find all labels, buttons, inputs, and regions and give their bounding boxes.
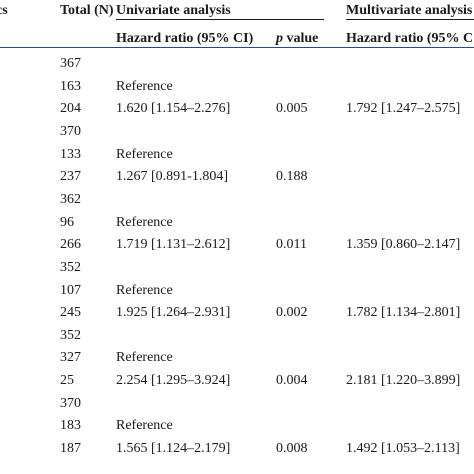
cell-hr-univariate: 1.925 [1.264–2.931]: [116, 305, 231, 320]
header-hr-univariate: Hazard ratio (95% CI): [116, 31, 254, 46]
cell-p-value: 0.011: [276, 237, 307, 252]
header-bottom-rule: [0, 47, 474, 48]
cell-hr-multivariate: 1.359 [0.860–2.147]: [346, 237, 461, 252]
cell-total: 362: [60, 192, 81, 207]
header-p-value: p value: [276, 32, 318, 46]
cell-p-value: 0.005: [276, 101, 308, 116]
cell-hr-univariate: Reference: [116, 283, 173, 298]
cell-hr-univariate: 1.267 [0.891-1.804]: [116, 169, 228, 184]
cell-p-value: 0.004: [276, 373, 308, 388]
header-hr-multivariate: Hazard ratio (95% C: [346, 31, 474, 46]
cell-total: 133: [60, 147, 81, 162]
cell-hr-univariate: Reference: [116, 147, 173, 162]
cell-hr-multivariate: 1.492 [1.053–2.113]: [346, 441, 460, 456]
cell-hr-univariate: 1.719 [1.131–2.612]: [116, 237, 231, 252]
header-total: Total (N): [60, 3, 114, 18]
cell-total: 352: [60, 328, 81, 343]
cell-total: 370: [60, 124, 81, 139]
cell-hr-multivariate: 1.782 [1.134–2.801]: [346, 305, 461, 320]
p-letter: p: [276, 31, 283, 46]
cell-total: 367: [60, 56, 81, 71]
cell-total: 187: [60, 441, 81, 456]
p-rest: value: [283, 31, 319, 46]
cell-total: 163: [60, 79, 81, 94]
cell-p-value: 0.188: [276, 169, 308, 184]
cell-p-value: 0.002: [276, 305, 308, 320]
cell-hr-multivariate: 1.792 [1.247–2.575]: [346, 101, 461, 116]
cell-total: 352: [60, 260, 81, 275]
cell-hr-univariate: 1.620 [1.154–2.276]: [116, 101, 231, 116]
cell-total: 183: [60, 418, 81, 433]
header-multivariate: Multivariate analysis: [346, 3, 473, 18]
cell-total: 266: [60, 237, 81, 252]
cell-total: 96: [60, 215, 74, 230]
header-characteristics: cs: [0, 3, 8, 18]
cell-total: 107: [60, 283, 81, 298]
cell-hr-univariate: Reference: [116, 79, 173, 94]
cell-total: 204: [60, 101, 81, 116]
cell-total: 327: [60, 350, 81, 365]
cell-total: 237: [60, 169, 81, 184]
cell-hr-multivariate: 2.181 [1.220–3.899]: [346, 373, 461, 388]
cell-total: 25: [60, 373, 74, 388]
cell-hr-univariate: Reference: [116, 350, 173, 365]
cell-hr-univariate: Reference: [116, 215, 173, 230]
cell-total: 370: [60, 396, 81, 411]
cell-hr-univariate: 2.254 [1.295–3.924]: [116, 373, 231, 388]
cell-hr-univariate: Reference: [116, 418, 173, 433]
cell-p-value: 0.008: [276, 441, 308, 456]
cell-hr-univariate: 1.565 [1.124–2.179]: [116, 441, 231, 456]
header-univariate: Univariate analysis: [116, 3, 231, 18]
univariate-group-rule: [116, 19, 324, 20]
multivariate-group-rule: [346, 19, 474, 20]
cell-total: 245: [60, 305, 81, 320]
